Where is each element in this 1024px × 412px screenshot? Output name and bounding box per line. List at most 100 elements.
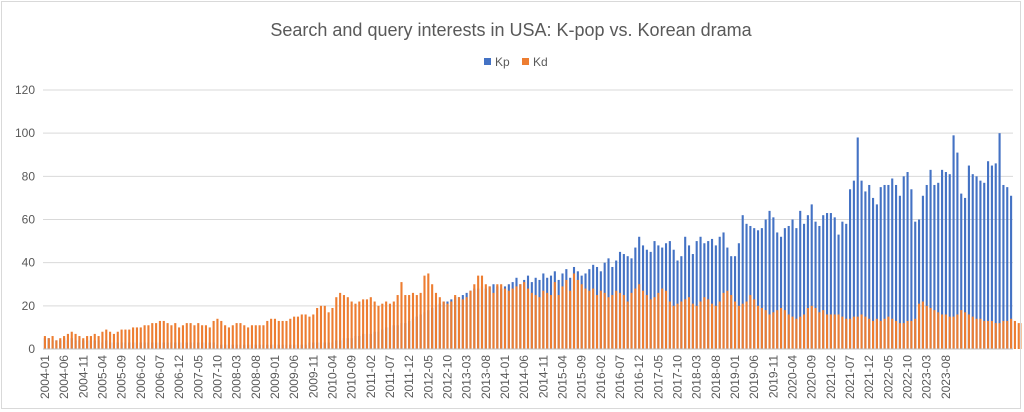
bar-kd (381, 303, 384, 349)
bar-kd (392, 301, 395, 349)
bar-kd (465, 297, 468, 349)
bar-kd (235, 323, 238, 349)
bar-kp (914, 221, 917, 349)
bar-kd (335, 297, 338, 349)
bar-kp (691, 254, 694, 349)
bar-kd (212, 320, 215, 349)
bar-kp (779, 236, 783, 349)
bar-kp (783, 228, 786, 349)
bar-kd (1006, 320, 1009, 349)
bar-kp (910, 189, 913, 349)
bar-kp (768, 210, 771, 349)
x-tick-label: 2004-11 (76, 355, 90, 398)
bar-kd (837, 314, 840, 349)
x-tick-label: 2023-08 (939, 355, 953, 399)
bar-kd (530, 292, 533, 349)
bar-kd (434, 292, 438, 349)
x-tick-label: 2006-12 (172, 355, 186, 399)
bar-kd (224, 325, 227, 349)
bar-kp (718, 236, 721, 349)
bar-kp (1006, 187, 1009, 350)
bar-kd (109, 331, 112, 349)
x-tick-label: 2018-03 (690, 355, 704, 399)
bar-kd (266, 320, 269, 349)
bar-kd (833, 314, 836, 349)
x-tick-label: 2022-10 (901, 355, 915, 399)
bar-kd (480, 275, 484, 349)
x-tick-label: 2021-02 (824, 355, 838, 399)
legend-swatch-kd (522, 58, 529, 65)
bar-kp (760, 228, 763, 349)
bar-kd (511, 288, 514, 349)
bar-kd (404, 295, 407, 349)
bar-kd (975, 318, 978, 349)
bar-kp (883, 184, 886, 349)
bar-kd (638, 284, 641, 349)
bar-kp (852, 180, 855, 349)
bar-kp (902, 176, 905, 349)
bar-kd (718, 301, 721, 349)
bar-kd (864, 316, 867, 350)
bar-kp (921, 195, 924, 349)
bar-kd (312, 314, 315, 349)
x-tick-label: 2009-01 (268, 355, 282, 399)
bar-kp (990, 165, 993, 349)
bar-kd (722, 292, 725, 349)
bar-kd (852, 316, 855, 350)
bar-kd (101, 331, 104, 349)
bar-kd (388, 303, 392, 349)
bar-kp (791, 219, 794, 349)
bar-kd (469, 290, 472, 349)
bar-kd (990, 320, 993, 349)
bar-kd (128, 329, 131, 349)
bar-kp (987, 161, 990, 349)
bar-kd (714, 305, 717, 349)
bar-kd (373, 301, 376, 349)
bar-kd (910, 320, 913, 349)
bar-kd (772, 312, 775, 349)
bar-kd (457, 297, 461, 349)
bar-kd (818, 312, 821, 349)
bar-kd (400, 282, 403, 349)
x-tick-label: 2011-07 (383, 355, 397, 398)
x-tick-label: 2006-02 (134, 355, 148, 399)
bar-kd (979, 318, 982, 349)
x-tick-label: 2016-07 (613, 355, 627, 399)
bar-kd (618, 292, 622, 349)
bar-kd (860, 314, 863, 349)
bar-kd (155, 323, 158, 349)
bar-kp (710, 238, 714, 349)
bar-kd (960, 310, 963, 349)
bar-kd (814, 307, 817, 349)
bar-kp (818, 225, 821, 349)
bar-kd (987, 320, 990, 349)
bar-kd (135, 327, 138, 349)
bar-kd (569, 290, 572, 349)
bar-kd (887, 316, 890, 350)
bar-kd (580, 284, 583, 349)
x-tick-label: 2017-10 (671, 355, 685, 399)
bar-kd (216, 318, 219, 349)
bar-kd (185, 323, 188, 349)
bar-kd (281, 320, 284, 349)
bar-kd (262, 325, 265, 349)
bar-kd (849, 318, 852, 349)
bar-kd (653, 297, 656, 349)
bar-kd (588, 290, 591, 349)
bar-kd (829, 314, 832, 349)
bar-kp (822, 215, 825, 349)
bar-kd (396, 295, 399, 349)
bar-kd (151, 323, 154, 349)
bar-kd (822, 310, 825, 349)
bar-kd (446, 303, 449, 349)
bar-kd (753, 299, 756, 349)
y-tick-label: 80 (22, 169, 36, 183)
bar-kd (768, 314, 771, 349)
bar-kp (849, 189, 852, 349)
bar-kd (358, 301, 361, 349)
x-tick-label: 2013-03 (460, 355, 474, 399)
bar-kd (603, 292, 606, 349)
bar-kd (93, 333, 96, 349)
bar-kp (826, 213, 829, 349)
